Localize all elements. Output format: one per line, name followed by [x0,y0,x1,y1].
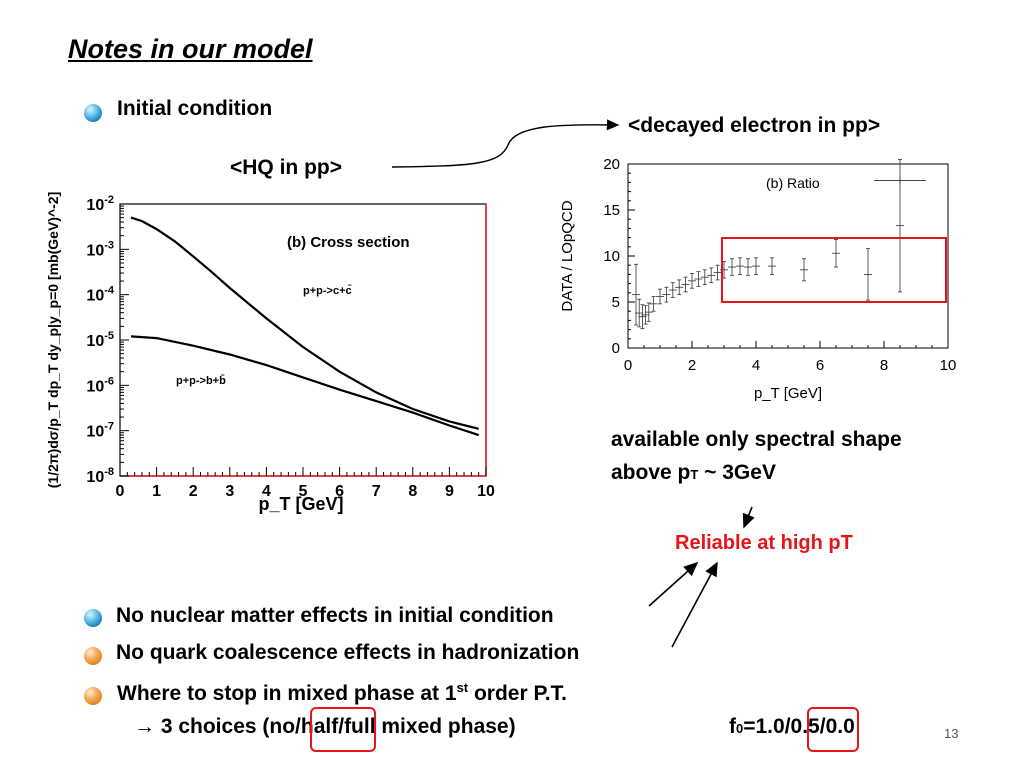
x-tick-label: 7 [372,483,381,500]
half-highlight-box [310,707,376,752]
note-spectral-shape-line2: above pT ~ 3GeV [611,461,776,485]
x-tick-label: 0 [116,483,125,500]
series-label-bottom: p+p->b+b̄ [176,375,226,387]
f0-sub: 0 [736,721,744,736]
ratio-frame [627,163,949,349]
mixed-phase-text-end: order P.T. [468,682,567,705]
cross-section-ylabel: (1/2π)dσ/p_T dp_T dy_p|y_p=0 [mb(GeV)^-2… [45,192,61,489]
ratio-panel-label: (b) Ratio [766,175,820,191]
x-tick-label: 6 [335,483,344,500]
reliable-at-high-pt: Reliable at high pT [675,532,853,554]
ratio-x-tick-label: 4 [752,357,760,374]
note-spectral-shape-line1: available only spectral shape [611,428,902,451]
bullet-icon [84,104,102,122]
x-tick-label: 9 [445,483,454,500]
x-tick-label: 4 [262,483,271,500]
slide-title: Notes in our model [68,34,313,64]
x-tick-label: 1 [152,483,161,500]
series-label-charm: p+p->c+c̄ [303,285,352,297]
choices-text-end: full mixed phase) [344,715,516,738]
bullet-no-nuclear-effects: No nuclear matter effects in initial con… [116,604,554,627]
label-decayed-electron: <decayed electron in pp> [628,114,881,137]
label-hq-in-pp: <HQ in pp> [230,156,343,179]
ratio-x-tick-label: 6 [816,357,824,374]
ratio-y-tick-label: 5 [612,294,620,311]
cross-section-chart: 0 1 2 3 4 5 6 7 8 9 10 10-2 10-3 10-4 10-5 10-6 10-7 10-8… [45,192,495,514]
f0-eq: =1.0/ [743,715,791,738]
bullet-icon [84,647,102,665]
bullet-icon [84,609,102,627]
note-pt-sub: T [690,467,699,482]
ratio-chart: 0 2 4 6 8 10 0 5 10 15 20 (b) Ratio p_T [GeV] DATA… [559,156,957,402]
f0-rest: /0.0 [819,715,855,738]
ratio-y-tick-label: 20 [603,156,620,173]
mixed-phase-text: Where to stop in mixed phase at 1 [117,682,457,705]
ratio-y-tick-label: 15 [603,202,620,219]
arrow-nuclear-to-reliable [648,561,699,607]
f0-boxed-value: 0.5 [790,715,820,738]
y-tick-label: 10-3 [86,239,114,259]
ratio-x-tick-label: 8 [880,357,888,374]
ratio-x-tick-label: 2 [688,357,696,374]
y-tick-label: 10-5 [86,330,114,350]
ratio-xlabel: p_T [GeV] [754,385,822,402]
arrow-coalescence-to-reliable [671,561,718,648]
three-choices-line: → 3 choices (no/half/full mixed phase) [134,715,516,739]
x-tick-label: 5 [299,483,308,500]
ratio-highlight-box [721,237,947,303]
x-tick-label: 10 [477,483,495,500]
bullet-mixed-phase: Where to stop in mixed phase at 1st orde… [117,680,567,706]
note-pt-post: ~ 3GeV [698,461,776,484]
y-tick-label: 10-8 [86,466,114,486]
bullet-no-coalescence: No quark coalescence effects in hadroniz… [116,641,580,664]
ratio-x-tick-label: 10 [940,357,957,374]
ratio-x-tick-label: 0 [624,357,632,374]
f0-f: f [729,715,736,738]
x-tick-label: 2 [189,483,198,500]
curved-arrow-hq-to-electron [391,119,620,168]
page-number: 13 [944,726,959,741]
right-arrow-icon: → [134,715,155,738]
cross-section-xlabel: p_T [GeV] [258,494,343,514]
cross-section-frame [119,203,487,477]
y-tick-label: 10-6 [86,375,114,395]
ratio-y-tick-label: 0 [612,340,620,357]
f0-values: f0=1.0/0.5/0.0 [729,715,855,739]
f0-highlight-box [807,707,859,752]
choices-half: /half/ [295,715,345,738]
y-tick-label: 10-7 [86,421,114,441]
bullet-initial-condition: Initial condition [117,97,273,120]
note-pt-pre: above p [611,461,691,484]
cross-section-panel-label: (b) Cross section [287,234,410,251]
choices-text: 3 choices (no [155,715,296,738]
y-tick-label: 10-4 [86,285,114,305]
ratio-y-tick-label: 10 [603,248,620,265]
series-line-bottom [130,335,480,437]
bullet-icon [84,687,102,705]
ratio-ylabel: DATA / LOpQCD [559,200,576,311]
series-line-charm [130,216,479,430]
mixed-phase-sup: st [456,680,469,695]
y-tick-label: 10-2 [86,194,114,214]
x-tick-label: 8 [408,483,417,500]
arrow-spectral-to-reliable [742,506,755,529]
x-tick-label: 3 [225,483,234,500]
